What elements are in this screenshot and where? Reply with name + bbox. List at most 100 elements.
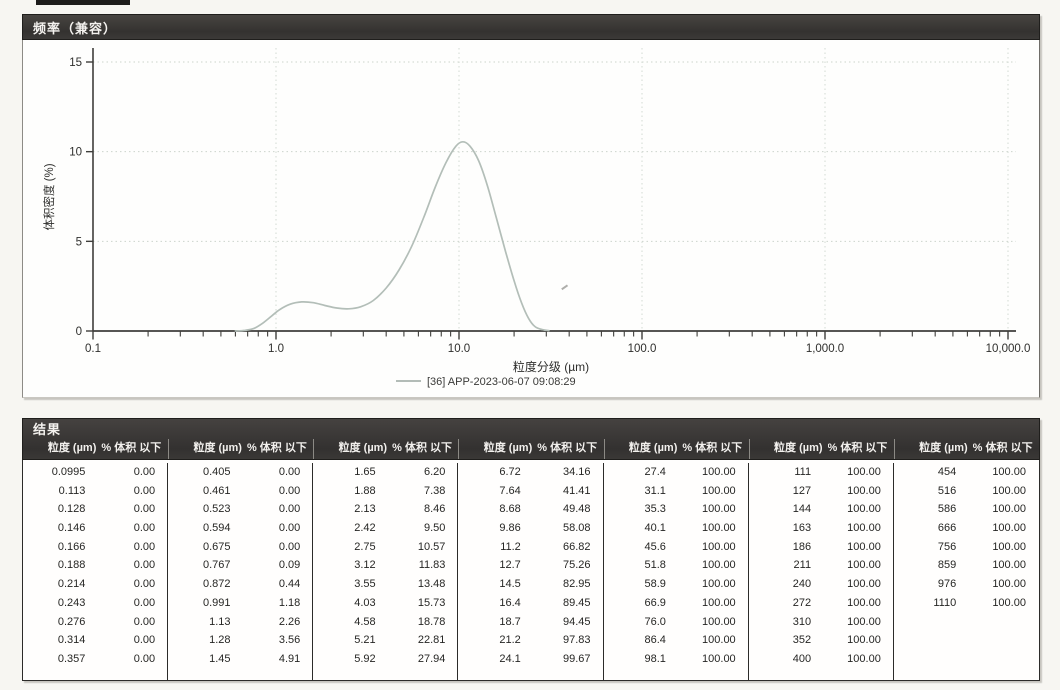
chart-panel-title: 频率（兼容） xyxy=(33,20,118,36)
percent-below-value: 75.26 xyxy=(563,559,591,572)
header-group: 粒度 (µm) % 体积 以下 xyxy=(313,439,458,459)
header-group: 粒度 (µm) % 体积 以下 xyxy=(23,439,168,459)
size-value: 31.1 xyxy=(644,484,666,497)
percent-below-value: 0.00 xyxy=(278,522,301,535)
size-value: 516 xyxy=(937,484,957,497)
size-value: 111 xyxy=(794,466,812,478)
size-value: 24.1 xyxy=(499,652,521,665)
percent-below-value: 27.94 xyxy=(417,652,446,665)
percent-below-value: 100.00 xyxy=(847,596,881,609)
y-tick-label: 15 xyxy=(69,57,82,69)
size-value: 9.86 xyxy=(499,522,521,535)
percent-below-value: 0.00 xyxy=(133,578,156,591)
results-panel: 结果 粒度 (µm)% 体积 以下 粒度 (µm)% 体积 以下 粒度 (µm)% … xyxy=(22,418,1040,681)
table-row: 45.6 100.00 xyxy=(604,538,749,557)
percent-below-value: 97.83 xyxy=(563,634,591,647)
percent-below-value: 100.00 xyxy=(847,634,881,647)
percent-below-value: 0.00 xyxy=(133,634,156,647)
size-value: 127 xyxy=(792,484,812,497)
table-row: 310 100.00 xyxy=(749,613,894,632)
size-value: 0.188 xyxy=(57,559,86,572)
size-value: 76.0 xyxy=(644,615,666,628)
table-row: 2.42 9.50 xyxy=(313,519,458,538)
table-row: 0.314 0.00 xyxy=(23,631,168,650)
table-row: 9.86 58.08 xyxy=(458,519,603,538)
x-tick-label: 10,000.0 xyxy=(986,343,1031,355)
percent-below-value: 13.48 xyxy=(417,578,446,591)
table-row: 12.7 75.26 xyxy=(458,556,603,575)
size-column-header: 粒度 (µm) xyxy=(193,442,242,454)
frequency-chart-panel: 频率（兼容） 0 5 10 15 0.1 1.0 10.0 100.0 1,000.0 10,00… xyxy=(22,14,1040,398)
table-row: 40.1 100.00 xyxy=(604,519,749,538)
size-value: 0.991 xyxy=(202,596,231,609)
percent-below-value: 0.00 xyxy=(133,466,156,478)
table-row: 11.2 66.82 xyxy=(458,538,603,557)
table-row: 0.0995 0.00 xyxy=(23,463,168,482)
table-column-group: 1.65 6.20 1.88 7.38 2.13 8.46 2.42 9.50 2.75 10.5… xyxy=(312,463,458,680)
table-row: 7.64 41.41 xyxy=(458,482,603,501)
table-row: 1.13 2.26 xyxy=(168,613,313,632)
y-tick-label: 0 xyxy=(76,326,82,338)
table-row: 163 100.00 xyxy=(749,519,894,538)
table-row: 8.68 49.48 xyxy=(458,500,603,519)
size-value: 1.13 xyxy=(209,615,231,628)
percent-below-value: 100.00 xyxy=(847,578,881,591)
size-value: 0.594 xyxy=(202,522,231,535)
size-value: 0.523 xyxy=(202,503,231,516)
results-table: 0.0995 0.00 0.113 0.00 0.128 0.00 0.146 0.00 0.1… xyxy=(22,460,1040,681)
size-value: 4.03 xyxy=(354,596,376,609)
percent-below-value: 0.00 xyxy=(133,522,156,535)
size-value: 186 xyxy=(792,540,812,553)
percent-below-value: 11.83 xyxy=(418,559,446,572)
percent-below-value: 100.00 xyxy=(992,540,1026,553)
size-value: 0.146 xyxy=(57,522,86,535)
percent-column-header: % 体积 以下 xyxy=(972,442,1033,454)
percent-below-value: 100.00 xyxy=(847,559,881,572)
percent-below-value: 10.57 xyxy=(417,540,446,553)
table-row: 0.188 0.00 xyxy=(23,556,168,575)
table-column-group: 27.4 100.00 31.1 100.00 35.3 100.00 40.1 100.00… xyxy=(602,463,749,680)
table-row: 1.28 3.56 xyxy=(168,631,313,650)
size-value: 1110 xyxy=(933,596,957,609)
size-value: 2.13 xyxy=(354,503,376,516)
x-axis-title: 粒度分级 (µm) xyxy=(513,359,589,374)
x-tick-label: 100.0 xyxy=(628,343,657,355)
table-column-group: 6.72 34.16 7.64 41.41 8.68 49.48 9.86 58.08 11.2… xyxy=(457,463,603,680)
table-row: 454 100.00 xyxy=(894,463,1039,482)
size-value: 0.357 xyxy=(57,652,86,665)
size-value: 40.1 xyxy=(644,522,666,535)
percent-below-value: 100.00 xyxy=(992,466,1026,478)
size-value: 1.45 xyxy=(209,652,231,665)
percent-below-value: 0.00 xyxy=(133,503,156,516)
percent-below-value: 100.00 xyxy=(702,578,736,591)
table-row: 2.75 10.57 xyxy=(313,538,458,557)
size-column-header: 粒度 (µm) xyxy=(628,442,678,454)
header-group: 粒度 (µm) % 体积 以下 xyxy=(168,439,313,459)
table-row: 24.1 99.67 xyxy=(458,650,603,669)
percent-below-value: 100.00 xyxy=(847,522,881,535)
size-value: 859 xyxy=(937,559,957,572)
size-value: 0.767 xyxy=(202,559,231,572)
table-row: 51.8 100.00 xyxy=(604,556,749,575)
size-value: 7.64 xyxy=(499,484,521,497)
percent-below-value: 2.26 xyxy=(278,615,301,628)
percent-below-value: 100.00 xyxy=(702,540,736,553)
table-row: 0.243 0.00 xyxy=(23,594,168,613)
percent-below-value: 66.82 xyxy=(563,540,591,553)
table-row: 76.0 100.00 xyxy=(604,613,749,632)
percent-below-value: 58.08 xyxy=(563,522,591,535)
table-row: 0.146 0.00 xyxy=(23,519,168,538)
percent-below-value: 0.00 xyxy=(133,615,156,628)
size-value: 2.75 xyxy=(354,540,376,553)
table-row: 0.767 0.09 xyxy=(168,556,313,575)
table-row: 352 100.00 xyxy=(749,631,894,650)
frequency-chart-area: 0 5 10 15 0.1 1.0 10.0 100.0 1,000.0 10,000.0 体积密度… xyxy=(22,40,1040,398)
percent-below-value: 0.00 xyxy=(278,466,301,478)
table-row: 0.991 1.18 xyxy=(168,594,313,613)
table-row: 976 100.00 xyxy=(894,575,1039,594)
size-value: 0.214 xyxy=(57,578,86,591)
percent-below-value: 100.00 xyxy=(847,615,881,628)
percent-below-value: 18.78 xyxy=(417,615,446,628)
table-column-group: 0.0995 0.00 0.113 0.00 0.128 0.00 0.146 0.00 0.1… xyxy=(23,463,168,680)
distribution-curve xyxy=(234,140,550,332)
